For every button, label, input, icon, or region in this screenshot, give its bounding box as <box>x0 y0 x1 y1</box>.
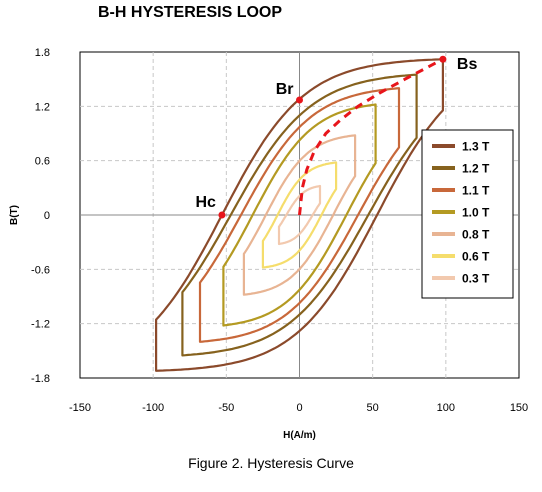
legend-label: 0.6 T <box>462 250 490 264</box>
loop-10 <box>222 103 377 327</box>
x-axis-label: H(A/m) <box>283 430 316 441</box>
x-tick-label: 50 <box>367 402 379 414</box>
x-tick-label: 150 <box>510 402 528 414</box>
legend-label: 0.3 T <box>462 272 490 286</box>
loop-03 <box>277 184 322 246</box>
x-tick-label: -50 <box>218 402 234 414</box>
legend-label: 1.3 T <box>462 140 490 154</box>
y-axis-label: B(T) <box>9 205 20 225</box>
figure-caption: Figure 2. Hysteresis Curve <box>188 455 354 471</box>
initial-magnetization-curve <box>298 57 444 216</box>
loop-11 <box>198 87 401 343</box>
y-tick-label: 1.8 <box>35 47 50 59</box>
annotation-point-bs <box>439 55 447 63</box>
y-tick-label: 0.6 <box>35 156 50 168</box>
x-tick-label: 0 <box>296 402 302 414</box>
y-tick-label: 0 <box>44 210 50 222</box>
legend-label: 1.1 T <box>462 184 490 198</box>
legend-label: 1.2 T <box>462 162 490 176</box>
y-tick-label: -1.2 <box>31 319 50 331</box>
annotation-point-hc <box>218 211 226 219</box>
x-tick-label: -100 <box>142 402 164 414</box>
annotation-label-br: Br <box>276 81 294 98</box>
chart-title: B-H HYSTERESIS LOOP <box>98 4 283 21</box>
loop-06 <box>261 161 338 269</box>
x-tick-label: -150 <box>69 402 91 414</box>
legend-label: 0.8 T <box>462 228 490 242</box>
y-tick-label: -0.6 <box>31 264 50 276</box>
legend-label: 1.0 T <box>462 206 490 220</box>
annotation-label-hc: Hc <box>195 194 216 211</box>
annotation-point-br <box>296 96 303 104</box>
loop-13 <box>155 58 444 372</box>
y-tick-label: -1.8 <box>31 373 50 385</box>
annotation-label-bs: Bs <box>457 56 478 73</box>
x-tick-label: 100 <box>437 402 455 414</box>
loop-12 <box>181 73 418 357</box>
y-tick-label: 1.2 <box>35 101 50 113</box>
